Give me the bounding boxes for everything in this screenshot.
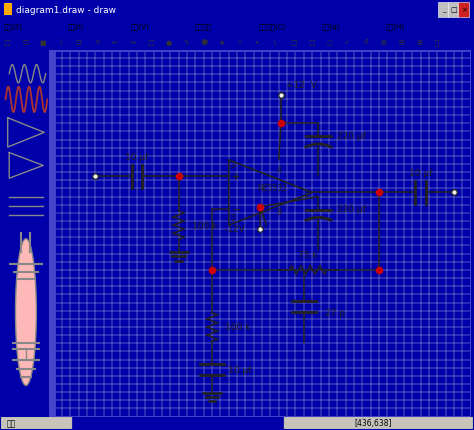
Text: 10 μf: 10 μf: [409, 169, 432, 178]
Text: 3: 3: [231, 161, 236, 170]
Text: ×: ×: [94, 40, 100, 46]
Text: ↖: ↖: [255, 40, 261, 46]
Text: □: □: [290, 40, 297, 46]
Text: 100 k: 100 k: [192, 221, 218, 230]
Text: ⊡: ⊡: [22, 40, 28, 46]
Text: ☻: ☻: [201, 40, 208, 46]
Text: ★: ★: [219, 40, 225, 46]
Text: \: \: [274, 40, 277, 46]
Text: +: +: [232, 172, 240, 182]
Bar: [438, 3, 448, 18]
Text: 属性设置(C): 属性设置(C): [258, 23, 285, 30]
Text: -12V: -12V: [225, 225, 246, 233]
Text: 10 μf: 10 μf: [125, 153, 149, 162]
Bar: [458, 3, 469, 18]
Text: 100 k: 100 k: [226, 323, 251, 332]
Text: ⊞: ⊞: [416, 40, 422, 46]
Text: 就绪: 就绪: [6, 418, 15, 427]
Bar: [448, 3, 458, 18]
Bar: [284, 417, 473, 429]
Text: ■: ■: [39, 40, 46, 46]
Text: NE5532: NE5532: [257, 184, 288, 193]
Text: ↪: ↪: [129, 40, 136, 46]
Text: 220 μf: 220 μf: [337, 205, 366, 214]
Text: 4: 4: [277, 166, 282, 175]
Text: 8: 8: [277, 207, 282, 216]
Text: ☆: ☆: [237, 40, 243, 46]
Text: ⊟: ⊟: [398, 40, 404, 46]
Text: ✓: ✓: [344, 40, 350, 46]
Text: 查看(V): 查看(V): [131, 23, 150, 30]
Text: diagram1.draw - draw: diagram1.draw - draw: [17, 6, 117, 15]
Text: 10 μf: 10 μf: [228, 366, 251, 375]
Text: ✎: ✎: [183, 40, 189, 46]
Text: 文件(Z): 文件(Z): [4, 23, 23, 30]
Text: 操作(g): 操作(g): [322, 23, 340, 30]
Text: 27 p: 27 p: [325, 308, 345, 317]
Text: 220 μf: 220 μf: [337, 132, 366, 141]
Text: □: □: [308, 40, 315, 46]
Text: 75 k: 75 k: [298, 250, 318, 259]
Text: ↺: ↺: [362, 40, 368, 46]
Text: ○: ○: [326, 40, 332, 46]
Text: 1: 1: [303, 189, 308, 198]
Bar: [4, 4, 12, 16]
Text: 2: 2: [231, 214, 236, 223]
Text: |: |: [60, 39, 62, 46]
Text: ⊞: ⊞: [380, 40, 386, 46]
Bar: [1, 417, 72, 429]
Text: _: _: [442, 7, 445, 13]
Text: [436,638]: [436,638]: [355, 418, 392, 427]
Text: □: □: [147, 40, 154, 46]
Bar: [49, 51, 54, 417]
Text: ⊡: ⊡: [76, 40, 82, 46]
Text: □: □: [450, 7, 457, 13]
Circle shape: [16, 239, 36, 386]
Text: ●: ●: [165, 40, 171, 46]
Text: □: □: [4, 40, 10, 46]
Text: ↩: ↩: [111, 40, 118, 46]
Text: +12  V: +12 V: [286, 81, 317, 90]
Text: −: −: [232, 204, 241, 214]
Text: 🖨: 🖨: [435, 39, 439, 46]
Text: 帮助(H): 帮助(H): [385, 23, 405, 30]
Text: ×: ×: [461, 7, 467, 13]
Text: 绘图元素: 绘图元素: [195, 23, 211, 30]
Text: 编辑(I): 编辑(I): [67, 23, 83, 30]
